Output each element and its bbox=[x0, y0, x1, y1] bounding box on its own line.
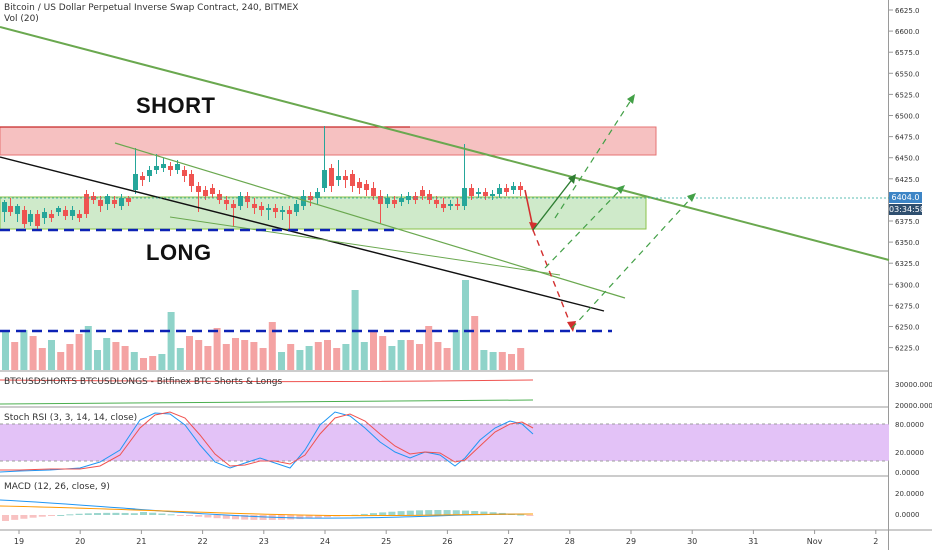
volume-indicator-label[interactable]: Vol (20) bbox=[4, 14, 39, 24]
long-zone bbox=[0, 196, 647, 230]
price-tick: 6350.0 bbox=[895, 239, 920, 247]
time-tick: Nov bbox=[807, 537, 823, 546]
price-tick: 6500.0 bbox=[895, 113, 920, 121]
time-tick: 26 bbox=[442, 537, 452, 546]
stoch-rsi-title[interactable]: Stoch RSI (3, 3, 14, 14, close) bbox=[4, 413, 138, 423]
candlesticks bbox=[2, 126, 523, 230]
price-tick: 6575.0 bbox=[895, 49, 920, 57]
time-tick: 29 bbox=[626, 537, 636, 546]
volume-bars bbox=[2, 280, 525, 370]
time-tick: 21 bbox=[136, 537, 146, 546]
time-tick: 31 bbox=[748, 537, 758, 546]
lower-channel-line[interactable] bbox=[0, 156, 605, 312]
shorts-tick-2: 20000.0000 bbox=[895, 402, 932, 410]
countdown-tag: 03:34:58 bbox=[889, 204, 925, 215]
stoch-tick-20: 20.0000 bbox=[895, 449, 924, 457]
inner-channel-line[interactable] bbox=[169, 216, 561, 276]
shorts-longs-title[interactable]: BTCUSDSHORTS BTCUSDLONGS - Bitfinex BTC … bbox=[4, 377, 283, 387]
time-tick: 2 bbox=[873, 537, 878, 546]
stoch-tick-0: 0.0000 bbox=[895, 469, 920, 477]
time-tick: 30 bbox=[687, 537, 697, 546]
price-tick: 6225.0 bbox=[895, 345, 920, 353]
short-zone bbox=[0, 126, 657, 156]
time-tick: 22 bbox=[198, 537, 208, 546]
price-tick: 6625.0 bbox=[895, 7, 920, 15]
time-tick: 27 bbox=[504, 537, 514, 546]
price-tick: 6550.0 bbox=[895, 70, 920, 78]
last-price-tag: 6404.0 bbox=[889, 192, 922, 203]
macd-tick-0: 0.0000 bbox=[895, 511, 920, 519]
time-tick: 28 bbox=[565, 537, 575, 546]
macd-tick-20: 20.0000 bbox=[895, 490, 924, 498]
macd-title[interactable]: MACD (12, 26, close, 9) bbox=[4, 482, 110, 492]
price-tick: 6375.0 bbox=[895, 218, 920, 226]
price-tick: 6300.0 bbox=[895, 281, 920, 289]
stoch-tick-80: 80.0000 bbox=[895, 421, 924, 429]
stoch-band bbox=[0, 424, 889, 461]
price-axis[interactable]: 6625.0 6600.0 6575.0 6550.0 6525.0 6500.0 6475… bbox=[889, 7, 920, 353]
time-tick: 20 bbox=[75, 537, 85, 546]
price-tick: 6325.0 bbox=[895, 260, 920, 268]
time-axis[interactable]: 19 20 21 22 23 24 25 26 27 28 29 30 31 Nov 2 bbox=[14, 530, 878, 546]
shorts-line bbox=[0, 379, 534, 383]
time-tick: 23 bbox=[259, 537, 269, 546]
time-tick: 19 bbox=[14, 537, 24, 546]
major-downtrend-line[interactable] bbox=[0, 26, 890, 261]
longs-line bbox=[0, 399, 534, 405]
price-tick: 6250.0 bbox=[895, 324, 920, 332]
price-tick: 6475.0 bbox=[895, 134, 920, 142]
short-annotation: SHORT bbox=[136, 93, 216, 118]
macd-line bbox=[0, 499, 534, 519]
price-tick: 6600.0 bbox=[895, 28, 920, 36]
long-annotation: LONG bbox=[146, 240, 212, 265]
price-tick: 6525.0 bbox=[895, 91, 920, 99]
price-tick: 6425.0 bbox=[895, 176, 920, 184]
time-tick: 25 bbox=[381, 537, 391, 546]
symbol-title[interactable]: Bitcoin / US Dollar Perpetual Inverse Sw… bbox=[4, 3, 299, 13]
price-tick: 6450.0 bbox=[895, 155, 920, 163]
stoch-d-line bbox=[0, 411, 534, 471]
projection-arrows bbox=[524, 94, 696, 332]
price-tick: 6275.0 bbox=[895, 302, 920, 310]
time-tick: 24 bbox=[320, 537, 330, 546]
signal-line bbox=[0, 505, 534, 517]
shorts-tick-1: 30000.0000 bbox=[895, 381, 932, 389]
